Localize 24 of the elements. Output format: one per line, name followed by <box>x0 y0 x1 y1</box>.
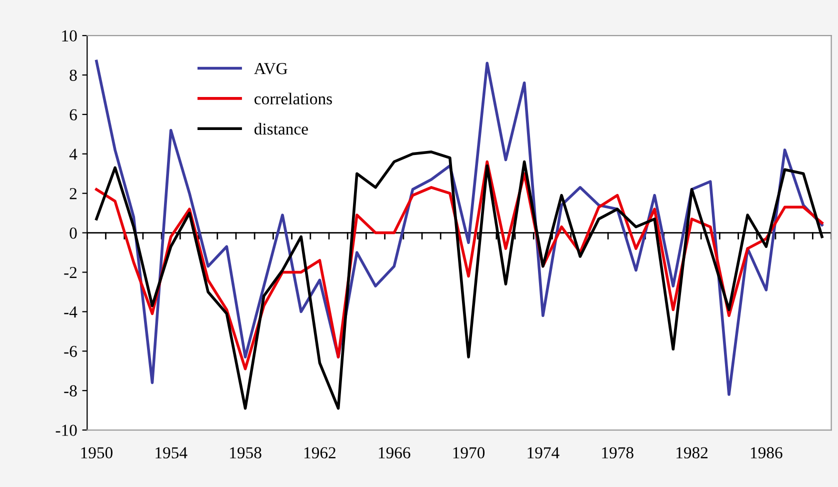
legend-label: distance <box>254 122 308 135</box>
x-tick-label: 1950 <box>81 447 112 458</box>
y-tick-label: -4 <box>64 306 78 318</box>
legend-label: AVG <box>254 63 288 74</box>
y-tick-label: -10 <box>56 424 77 436</box>
y-tick-label: 10 <box>62 30 77 42</box>
legend-label: correlations <box>254 92 332 104</box>
y-tick-label: 0 <box>70 227 77 239</box>
y-tick-label: -8 <box>64 385 77 397</box>
x-tick-label: 1982 <box>676 447 708 458</box>
y-tick-label: 8 <box>70 70 77 81</box>
x-tick-label: 1958 <box>230 447 262 458</box>
x-tick-label: 1978 <box>602 447 634 458</box>
x-tick-label: 1966 <box>378 447 410 458</box>
x-tick-label: 1974 <box>528 447 560 458</box>
y-tick-label: 4 <box>69 148 78 160</box>
x-tick-label: 1970 <box>453 447 485 458</box>
y-tick-label: 6 <box>70 109 77 120</box>
y-tick-label: -6 <box>64 346 77 358</box>
y-tick-label: 2 <box>70 188 77 200</box>
y-tick-label: -2 <box>64 266 77 278</box>
x-tick-label: 1954 <box>156 447 188 458</box>
x-tick-label: 1962 <box>304 447 336 458</box>
x-tick-label: 1986 <box>750 447 782 458</box>
